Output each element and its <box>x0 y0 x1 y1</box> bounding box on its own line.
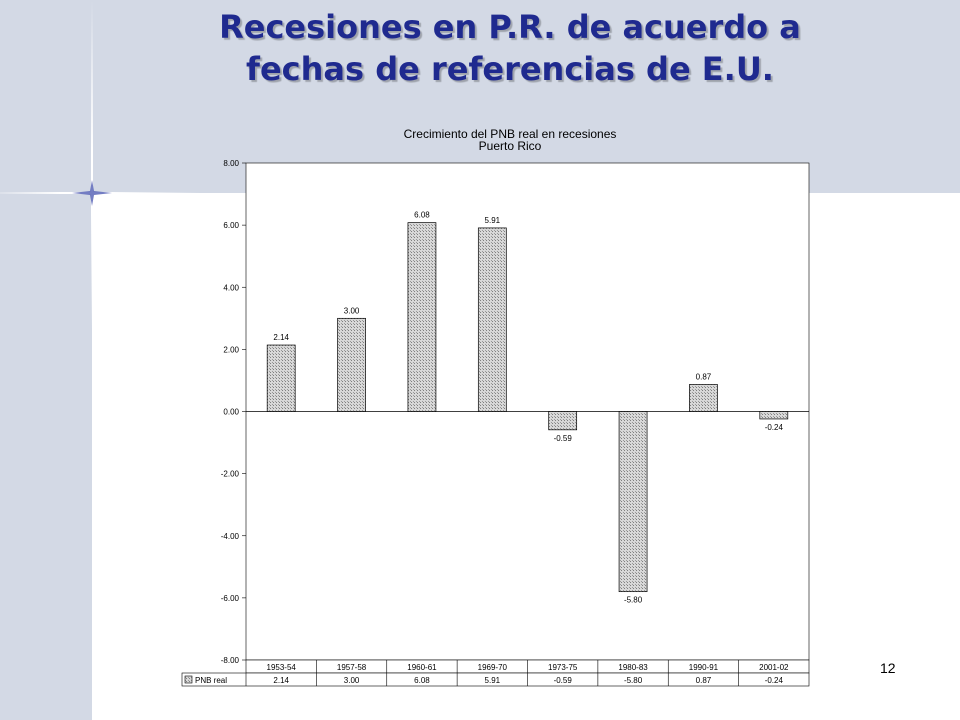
table-value: -5.80 <box>624 676 643 685</box>
y-tick-label: 6.00 <box>223 221 239 230</box>
background-left-band <box>0 0 92 720</box>
table-value: 5.91 <box>485 676 501 685</box>
data-label: -0.59 <box>554 434 573 443</box>
page-number: 12 <box>880 660 896 676</box>
bar <box>689 384 718 412</box>
legend-swatch <box>184 675 193 684</box>
bar-series: 2.14 3.00 6.08 5.91 -0.59 -5.80 0.87 -0.24 <box>246 211 809 605</box>
x-category-label: 1953-54 <box>267 663 297 672</box>
x-category-label: 1990-91 <box>689 663 719 672</box>
slide-title: Recesiones en P.R. de acuerdo a fechas d… <box>150 6 870 90</box>
background-top-band <box>92 0 960 193</box>
y-axis: -8.00 -6.00 -4.00 -2.00 0.00 2.00 4.00 6.00 8.00 <box>221 159 246 665</box>
bar <box>759 411 789 420</box>
light-flare-vertical <box>91 0 93 330</box>
y-tick-label: -4.00 <box>221 532 240 541</box>
chart-title: Crecimiento del PNB real en recesiones <box>403 127 617 141</box>
x-category-label: 2001-02 <box>759 663 789 672</box>
x-category-label: 1973-75 <box>548 663 578 672</box>
data-label: 3.00 <box>344 306 360 315</box>
chart-subtitle: Puerto Rico <box>478 139 542 153</box>
y-tick-label: -8.00 <box>221 656 240 665</box>
table-value: 0.87 <box>696 676 712 685</box>
x-category-label: 1969-70 <box>478 663 508 672</box>
data-label: 2.14 <box>273 333 289 342</box>
bar <box>477 227 507 412</box>
bar <box>407 222 437 412</box>
y-tick-label: -6.00 <box>221 594 240 603</box>
y-tick-label: 8.00 <box>223 159 239 168</box>
data-label: -0.24 <box>765 423 784 432</box>
data-label: 5.91 <box>485 216 501 225</box>
chart-title-block: Crecimiento del PNB real en recesiones P… <box>330 128 690 152</box>
x-category-label: 1957-58 <box>337 663 367 672</box>
bar <box>618 411 648 593</box>
data-label: -5.80 <box>624 596 643 605</box>
bar <box>548 411 578 431</box>
y-tick-label: 4.00 <box>223 283 239 292</box>
y-tick-label: -2.00 <box>221 470 240 479</box>
table-value: 3.00 <box>344 676 360 685</box>
x-category-label: 1980-83 <box>618 663 648 672</box>
table-value: -0.59 <box>554 676 573 685</box>
table-value: 6.08 <box>414 676 430 685</box>
slide-title-line1: Recesiones en P.R. de acuerdo a <box>219 8 801 46</box>
bar <box>266 344 296 412</box>
data-label: 6.08 <box>414 211 430 220</box>
x-category-label: 1960-61 <box>407 663 437 672</box>
table-data-row <box>181 672 810 687</box>
bar <box>337 317 366 412</box>
data-table: PNB real 1953-54 2.14 1957-58 3.00 1960-61 6.0… <box>181 659 810 687</box>
data-label: 0.87 <box>696 372 712 381</box>
table-value: 2.14 <box>273 676 289 685</box>
y-tick-label: 0.00 <box>223 408 239 417</box>
slide-title-line2: fechas de referencias de E.U. <box>246 50 774 88</box>
light-flare-star <box>72 180 112 206</box>
y-tick-label: 2.00 <box>223 345 239 354</box>
table-value: -0.24 <box>765 676 784 685</box>
legend-label: PNB real <box>195 676 227 685</box>
